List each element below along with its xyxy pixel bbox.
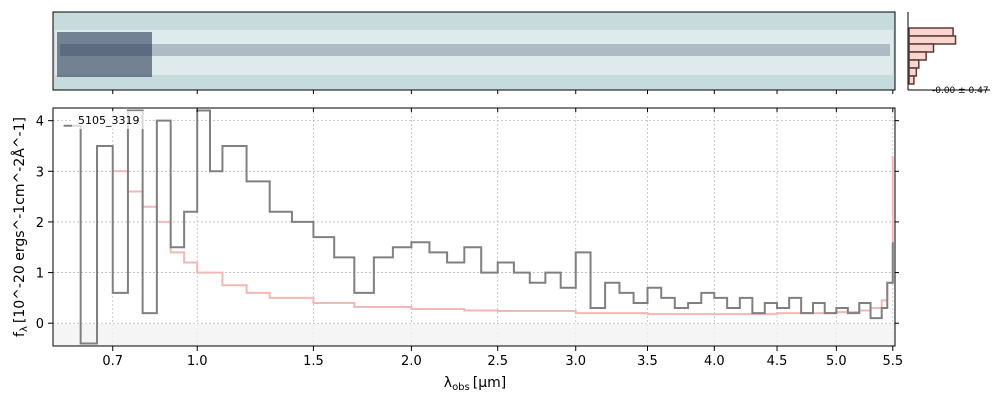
spectrum-1d-panel: 0.7 1.0 1.5 2.0 2.5 3.0 3.5 4.0 4.5 5.0 5.5 01234 … (36, 90, 903, 369)
x-tick-label: 1.0 (187, 354, 208, 369)
x-tick-label: 4.5 (767, 354, 788, 369)
x-tick-label: 4.0 (704, 354, 725, 369)
histogram-bar (908, 75, 915, 85)
y-tick-label: 2 (36, 216, 44, 231)
x-tick-label: 2.0 (401, 354, 422, 369)
y-axis-title: fλ[10^-20 ergs^-1cm^-2Å^-1] (11, 117, 30, 337)
flux-line (63, 109, 894, 345)
histogram-bar (908, 67, 918, 77)
y-tick-label: 3 (36, 165, 44, 180)
flux-series (63, 109, 894, 345)
y-tick-label: 0 (36, 317, 44, 332)
spectrum-2d-trace (55, 30, 893, 77)
spectrum-2d-panel (52, 11, 896, 91)
x-axis-title: λobs [μm] (444, 375, 506, 393)
plot-frame (52, 107, 896, 347)
x-tick-label: 2.5 (487, 354, 508, 369)
x-tick-label: 5.0 (826, 354, 847, 369)
trace-core (60, 44, 890, 56)
histogram-annotation: -0.00 ± 0.47 (932, 86, 989, 96)
trace-band (55, 30, 893, 75)
x-axis-ticks: 0.7 1.0 1.5 2.0 2.5 3.0 3.5 4.0 4.5 5.0 5.5 (102, 90, 903, 369)
residual-histogram-panel: -0.00 ± 0.47 (907, 12, 990, 96)
histogram-bar (908, 59, 920, 69)
x-tick-label: 3.0 (565, 354, 586, 369)
histogram-bar (908, 35, 957, 45)
y-tick-label: 4 (36, 115, 44, 130)
y-tick-label: 1 (36, 267, 44, 282)
x-tick-label: 1.5 (303, 354, 324, 369)
x-tick-label: 3.5 (637, 354, 658, 369)
histogram-bar (908, 51, 927, 61)
histogram-bars (908, 27, 957, 85)
object-id-label: 5105_3319 (78, 114, 140, 127)
trace-noisy-edge (57, 32, 152, 77)
x-tick-label: 0.7 (102, 354, 123, 369)
y-axis-ticks: 0 1 2 3 4 (36, 115, 899, 332)
grid-lines (53, 108, 895, 346)
zero-band (53, 324, 895, 346)
x-tick-label: 5.5 (882, 354, 903, 369)
histogram-bar (908, 27, 954, 37)
svg-text:fλ[10^-20 ergs^-1cm^-2Å^-1]: fλ[10^-20 ergs^-1cm^-2Å^-1] (11, 117, 30, 337)
histogram-bar (908, 43, 935, 53)
